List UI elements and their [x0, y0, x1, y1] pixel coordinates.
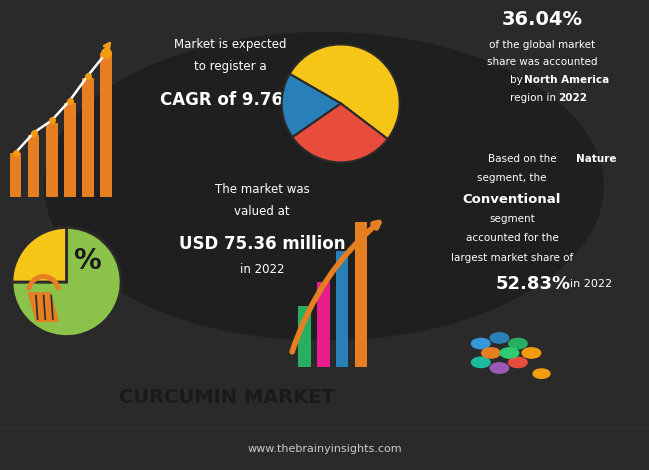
Circle shape [482, 348, 500, 358]
Text: share was accounted: share was accounted [487, 57, 597, 67]
Text: in 2022: in 2022 [570, 279, 612, 289]
Text: of the global market: of the global market [489, 40, 595, 50]
Bar [336, 251, 349, 367]
Circle shape [490, 363, 509, 373]
Text: 2022: 2022 [558, 93, 587, 102]
Ellipse shape [44, 32, 604, 341]
Wedge shape [12, 227, 67, 282]
Text: to register a: to register a [193, 60, 266, 73]
Text: CAGR of 9.76%: CAGR of 9.76% [160, 91, 300, 109]
Text: largest market share of: largest market share of [451, 253, 573, 263]
Wedge shape [282, 74, 341, 137]
Bar [10, 153, 21, 197]
Circle shape [509, 338, 527, 349]
Text: 52.83%: 52.83% [496, 275, 571, 293]
Bar [100, 53, 112, 197]
Bar [28, 135, 40, 197]
Bar [82, 78, 93, 197]
Text: valued at: valued at [234, 205, 290, 218]
Text: Based on the: Based on the [488, 155, 560, 164]
Text: in 2022: in 2022 [239, 263, 284, 275]
Text: region in: region in [510, 93, 559, 102]
Circle shape [500, 348, 519, 358]
Circle shape [509, 357, 527, 368]
Text: CURCUMIN MARKET: CURCUMIN MARKET [119, 389, 335, 407]
Bar [355, 221, 367, 367]
Text: Market is expected: Market is expected [174, 39, 286, 51]
Text: North America: North America [524, 75, 609, 85]
Polygon shape [29, 293, 58, 321]
Bar [46, 123, 58, 197]
Text: The market was: The market was [215, 183, 310, 196]
Circle shape [471, 357, 490, 368]
Circle shape [533, 369, 550, 378]
Text: segment: segment [489, 214, 535, 224]
Text: BRAINY: BRAINY [560, 356, 613, 369]
Circle shape [471, 338, 490, 349]
Text: by: by [510, 75, 526, 85]
Text: www.thebrainyinsights.com: www.thebrainyinsights.com [247, 444, 402, 454]
Text: segment, the: segment, the [477, 173, 546, 183]
Text: THE: THE [560, 339, 577, 348]
Circle shape [522, 348, 541, 358]
Text: %: % [73, 247, 101, 275]
Bar [299, 306, 311, 367]
Wedge shape [12, 227, 121, 337]
Wedge shape [289, 44, 400, 139]
Text: accounted for the: accounted for the [465, 233, 558, 243]
Bar [64, 103, 76, 197]
Wedge shape [292, 103, 387, 163]
Text: INSIGHTS: INSIGHTS [560, 378, 600, 388]
Text: USD 75.36 million: USD 75.36 million [178, 235, 345, 253]
Text: Conventional: Conventional [463, 193, 561, 206]
Bar [317, 282, 330, 367]
Text: Nature: Nature [576, 155, 617, 164]
Circle shape [490, 333, 509, 343]
Text: 36.04%: 36.04% [502, 10, 583, 30]
